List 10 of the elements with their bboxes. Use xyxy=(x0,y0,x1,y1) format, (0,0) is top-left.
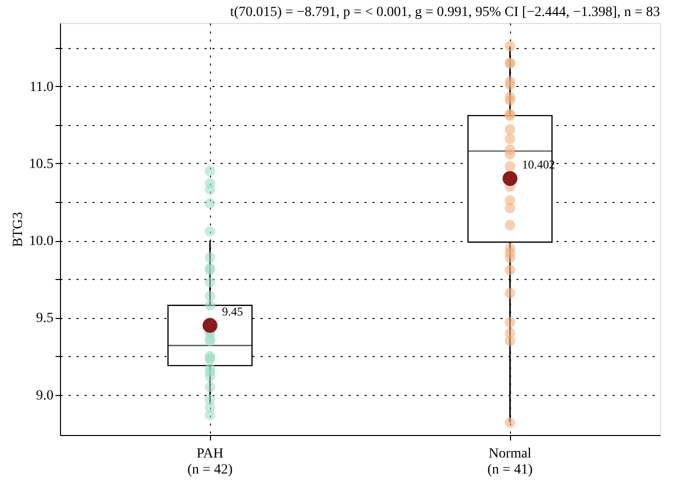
x-tick-label: Normal (n = 41) xyxy=(487,446,533,478)
chart-title: t(70.015) = −8.791, p = < 0.001, g = 0.991, 95% CI [−2.444, −1.398], n = 83 xyxy=(230,5,660,20)
y-tick-label: 11.0 xyxy=(30,80,54,95)
y-tick-label: 10.0 xyxy=(29,234,54,250)
y-tick-label: 10.5 xyxy=(29,156,54,172)
y-axis-title: BTG3 xyxy=(11,212,26,247)
y-tick-label: 9.0 xyxy=(36,388,54,404)
data-label: 9.45 xyxy=(222,304,243,318)
y-tick-label: 9.5 xyxy=(36,311,54,326)
x-tick-label: PAH (n = 42) xyxy=(187,446,233,478)
